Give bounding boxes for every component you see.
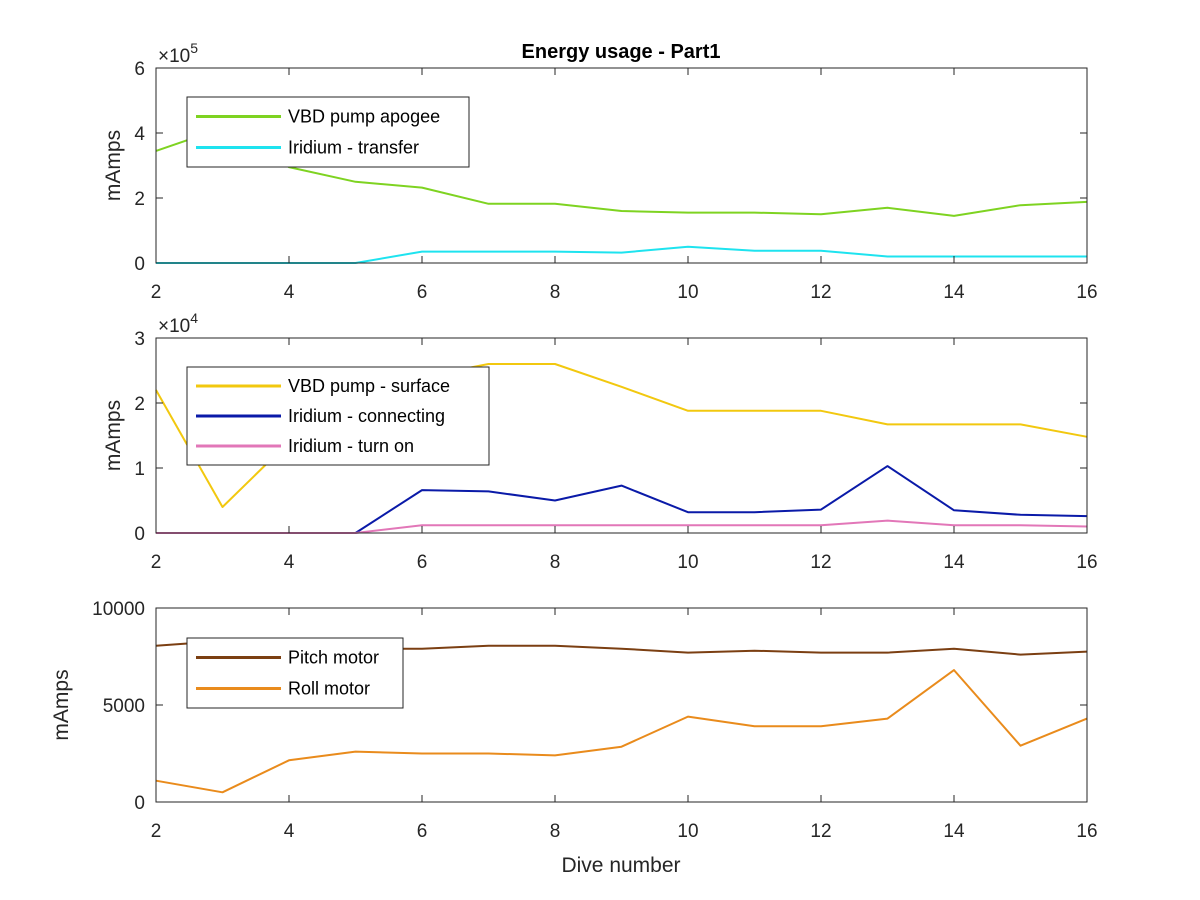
y-axis-label: mAmps bbox=[50, 669, 73, 740]
y-axis-exponent-power: 5 bbox=[190, 40, 198, 56]
legend-label: VBD pump - surface bbox=[288, 376, 450, 396]
x-tick-label: 10 bbox=[677, 282, 698, 303]
x-tick-label: 4 bbox=[284, 552, 295, 573]
x-tick-label: 6 bbox=[417, 552, 428, 573]
x-tick-label: 8 bbox=[550, 552, 561, 573]
x-tick-label: 8 bbox=[550, 282, 561, 303]
x-tick-label: 12 bbox=[810, 282, 831, 303]
y-tick-label: 2 bbox=[134, 394, 145, 415]
legend-label: Iridium - connecting bbox=[288, 406, 445, 426]
x-tick-label: 6 bbox=[417, 821, 428, 842]
x-tick-label: 2 bbox=[151, 821, 162, 842]
x-tick-label: 16 bbox=[1076, 552, 1097, 573]
x-tick-label: 2 bbox=[151, 552, 162, 573]
y-tick-label: 10000 bbox=[92, 599, 145, 620]
legend-box bbox=[186, 637, 404, 709]
chart-title: Energy usage - Part1 bbox=[522, 41, 721, 63]
legend-label: Roll motor bbox=[288, 679, 370, 699]
x-tick-label: 10 bbox=[677, 821, 698, 842]
y-axis-label: mAmps bbox=[102, 400, 125, 471]
subplot-3: 2 4 6 8 10 12 14 16 0 5000 10000 mAmps Pitch motor Ro… bbox=[50, 599, 1098, 842]
legend: VBD pump - surface Iridium - connecting Ir… bbox=[186, 366, 490, 466]
x-tick-label: 2 bbox=[151, 282, 162, 303]
x-tick-label: 14 bbox=[943, 821, 965, 842]
legend-label: Iridium - transfer bbox=[288, 138, 419, 158]
x-tick-label: 4 bbox=[284, 282, 295, 303]
legend: Pitch motor Roll motor bbox=[186, 637, 404, 709]
x-tick-label: 8 bbox=[550, 821, 561, 842]
y-tick-label: 2 bbox=[134, 189, 145, 210]
series-line-roll-motor bbox=[155, 669, 1088, 794]
x-tick-label: 12 bbox=[810, 821, 831, 842]
legend-box bbox=[186, 96, 470, 168]
x-tick-label: 10 bbox=[677, 552, 698, 573]
x-tick-label: 4 bbox=[284, 821, 295, 842]
y-tick-label: 3 bbox=[134, 329, 145, 350]
x-axis-label: Dive number bbox=[561, 854, 680, 877]
legend-label: VBD pump apogee bbox=[288, 107, 440, 127]
y-tick-label: 1 bbox=[134, 459, 145, 480]
y-axis-exponent-power: 4 bbox=[190, 310, 198, 326]
y-tick-label: 4 bbox=[134, 124, 145, 145]
x-tick-label: 14 bbox=[943, 282, 965, 303]
x-tick-label: 16 bbox=[1076, 821, 1097, 842]
axes-frame bbox=[155, 337, 1088, 534]
x-tick-label: 16 bbox=[1076, 282, 1097, 303]
axes-frame bbox=[155, 67, 1088, 264]
series-line-vbd-pump-apogee bbox=[155, 127, 1088, 217]
x-tick-label: 6 bbox=[417, 282, 428, 303]
y-axis-label: mAmps bbox=[102, 130, 125, 201]
legend-label: Pitch motor bbox=[288, 648, 379, 668]
x-tick-label: 12 bbox=[810, 552, 831, 573]
y-tick-label: 0 bbox=[134, 254, 145, 275]
y-tick-label: 6 bbox=[134, 59, 145, 80]
legend-label: Iridium - turn on bbox=[288, 436, 414, 456]
y-tick-label: 0 bbox=[134, 793, 145, 814]
legend: VBD pump apogee Iridium - transfer bbox=[186, 96, 470, 168]
y-tick-label: 5000 bbox=[103, 696, 145, 717]
x-tick-label: 14 bbox=[943, 552, 965, 573]
y-tick-label: 0 bbox=[134, 524, 145, 545]
